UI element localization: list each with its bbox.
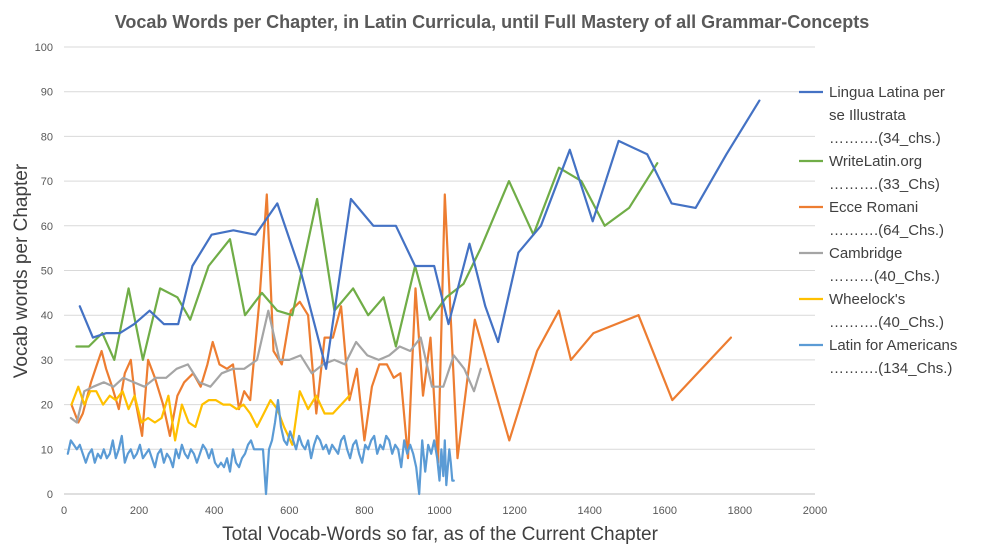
series-line-5 xyxy=(66,399,455,496)
legend-label-1: WriteLatin.org xyxy=(829,153,922,170)
y-tick-label: 80 xyxy=(41,131,53,143)
x-tick-label: 1400 xyxy=(577,505,601,517)
legend-label-5: Latin for Americans xyxy=(829,337,957,354)
x-tick-label: 800 xyxy=(355,505,373,517)
y-gridlines xyxy=(64,46,815,495)
series-line-3 xyxy=(69,309,482,424)
x-tick-label: 1600 xyxy=(653,505,677,517)
x-tick-label: 0 xyxy=(61,505,67,517)
legend-label-3: Cambridge xyxy=(829,245,902,262)
y-tick-label: 10 xyxy=(41,444,53,456)
legend-label-3: ………(40_Chs.) xyxy=(829,268,940,285)
x-tick-label: 1000 xyxy=(427,505,451,517)
x-tick-labels: 0 200 400 600 800 1000 1200 1400 1600 1800 2000 xyxy=(61,505,827,517)
legend-label-0: ……….(34_chs.) xyxy=(829,130,941,147)
legend: Lingua Latina per se Illustrata ……….(34_ch… xyxy=(799,84,957,377)
data-series xyxy=(66,99,761,496)
legend-label-0: Lingua Latina per xyxy=(829,84,945,101)
legend-label-2: Ecce Romani xyxy=(829,199,918,216)
series-line-2 xyxy=(70,193,733,464)
y-tick-label: 60 xyxy=(41,221,53,233)
y-tick-label: 20 xyxy=(41,400,53,412)
legend-label-0: se Illustrata xyxy=(829,107,906,124)
chart-title: Vocab Words per Chapter, in Latin Curric… xyxy=(115,12,869,32)
x-tick-label: 1800 xyxy=(728,505,752,517)
y-tick-label: 0 xyxy=(47,489,53,501)
x-tick-label: 1200 xyxy=(502,505,526,517)
x-tick-label: 2000 xyxy=(803,505,827,517)
y-tick-label: 100 xyxy=(35,42,53,54)
x-tick-label: 400 xyxy=(205,505,223,517)
x-tick-label: 200 xyxy=(130,505,148,517)
legend-label-4: Wheelock's xyxy=(829,291,905,308)
series-line-4 xyxy=(70,385,351,446)
y-tick-label: 50 xyxy=(41,266,53,278)
y-tick-labels: 0 10 20 30 40 50 60 70 80 90 100 xyxy=(35,42,53,501)
x-tick-label: 600 xyxy=(280,505,298,517)
legend-label-5: ……….(134_Chs.) xyxy=(829,360,952,377)
legend-label-1: ……….(33_Chs) xyxy=(829,176,940,193)
y-tick-label: 70 xyxy=(41,176,53,188)
y-tick-label: 30 xyxy=(41,355,53,367)
legend-label-2: ……….(64_Chs.) xyxy=(829,222,944,239)
series-line-1 xyxy=(75,162,659,361)
y-tick-label: 40 xyxy=(41,310,53,322)
x-axis-title: Total Vocab-Words so far, as of the Curr… xyxy=(222,524,658,545)
y-tick-label: 90 xyxy=(41,87,53,99)
legend-label-4: ……….(40_Chs.) xyxy=(829,314,944,331)
series-line-0 xyxy=(78,99,761,370)
y-axis-title: Vocab words per Chapter xyxy=(11,163,32,378)
